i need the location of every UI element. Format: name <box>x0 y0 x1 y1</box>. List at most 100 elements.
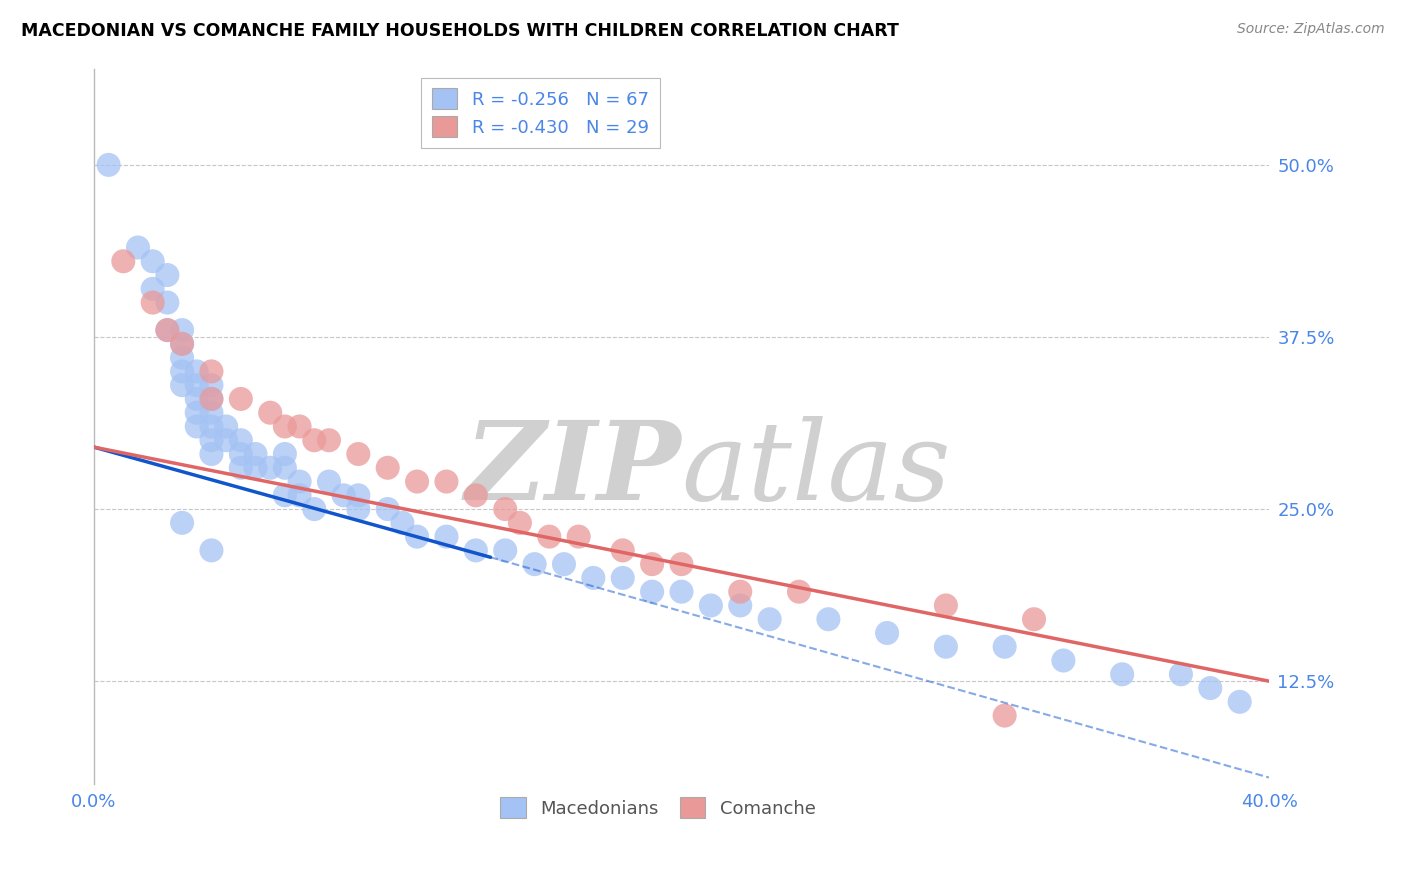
Point <box>170 378 193 392</box>
Point <box>612 543 634 558</box>
Point <box>728 584 751 599</box>
Point <box>259 460 281 475</box>
Point <box>436 475 458 489</box>
Point <box>200 419 222 434</box>
Point <box>347 488 370 502</box>
Point <box>671 557 693 571</box>
Point <box>186 392 208 406</box>
Point <box>994 640 1017 654</box>
Point <box>1022 612 1045 626</box>
Point <box>1111 667 1133 681</box>
Point <box>318 434 340 448</box>
Point <box>582 571 605 585</box>
Point <box>127 240 149 254</box>
Point <box>406 475 429 489</box>
Point <box>156 268 179 282</box>
Point <box>229 434 252 448</box>
Point <box>156 323 179 337</box>
Point <box>935 599 957 613</box>
Point <box>170 351 193 365</box>
Point <box>200 378 222 392</box>
Point <box>553 557 575 571</box>
Point <box>700 599 723 613</box>
Point <box>156 323 179 337</box>
Point <box>935 640 957 654</box>
Point <box>641 584 664 599</box>
Point <box>347 447 370 461</box>
Point <box>170 364 193 378</box>
Point <box>318 475 340 489</box>
Point <box>97 158 120 172</box>
Point <box>464 543 486 558</box>
Point <box>288 419 311 434</box>
Point <box>200 434 222 448</box>
Point <box>568 530 591 544</box>
Point <box>274 447 297 461</box>
Point <box>876 626 898 640</box>
Point <box>347 502 370 516</box>
Text: MACEDONIAN VS COMANCHE FAMILY HOUSEHOLDS WITH CHILDREN CORRELATION CHART: MACEDONIAN VS COMANCHE FAMILY HOUSEHOLDS… <box>21 22 898 40</box>
Point <box>142 282 165 296</box>
Point <box>215 419 238 434</box>
Point <box>229 460 252 475</box>
Point <box>186 378 208 392</box>
Point <box>436 530 458 544</box>
Point <box>304 434 326 448</box>
Point <box>229 392 252 406</box>
Point <box>200 392 222 406</box>
Point <box>170 337 193 351</box>
Point <box>245 447 267 461</box>
Point <box>523 557 546 571</box>
Point <box>641 557 664 571</box>
Point <box>377 502 399 516</box>
Point <box>170 323 193 337</box>
Point <box>170 337 193 351</box>
Text: Source: ZipAtlas.com: Source: ZipAtlas.com <box>1237 22 1385 37</box>
Point <box>245 460 267 475</box>
Point <box>186 406 208 420</box>
Point <box>1170 667 1192 681</box>
Point <box>391 516 413 530</box>
Point <box>406 530 429 544</box>
Point <box>377 460 399 475</box>
Point <box>215 434 238 448</box>
Point <box>758 612 780 626</box>
Point <box>994 708 1017 723</box>
Point <box>332 488 354 502</box>
Point <box>304 502 326 516</box>
Point <box>288 475 311 489</box>
Point <box>787 584 810 599</box>
Text: atlas: atlas <box>682 416 950 524</box>
Point <box>288 488 311 502</box>
Point <box>671 584 693 599</box>
Point <box>509 516 531 530</box>
Legend: Macedonians, Comanche: Macedonians, Comanche <box>494 790 823 825</box>
Point <box>274 419 297 434</box>
Text: ZIP: ZIP <box>465 416 682 524</box>
Point <box>200 447 222 461</box>
Point <box>494 502 516 516</box>
Point <box>494 543 516 558</box>
Point <box>259 406 281 420</box>
Point <box>186 364 208 378</box>
Point <box>1229 695 1251 709</box>
Point <box>186 419 208 434</box>
Point <box>142 254 165 268</box>
Point <box>728 599 751 613</box>
Point <box>464 488 486 502</box>
Point <box>200 364 222 378</box>
Point <box>170 516 193 530</box>
Point <box>200 543 222 558</box>
Point <box>229 447 252 461</box>
Point <box>1199 681 1222 695</box>
Point <box>200 406 222 420</box>
Point <box>538 530 561 544</box>
Point <box>274 460 297 475</box>
Point <box>156 295 179 310</box>
Point <box>112 254 135 268</box>
Point <box>142 295 165 310</box>
Point <box>817 612 839 626</box>
Point <box>200 392 222 406</box>
Point <box>274 488 297 502</box>
Point <box>1052 653 1074 667</box>
